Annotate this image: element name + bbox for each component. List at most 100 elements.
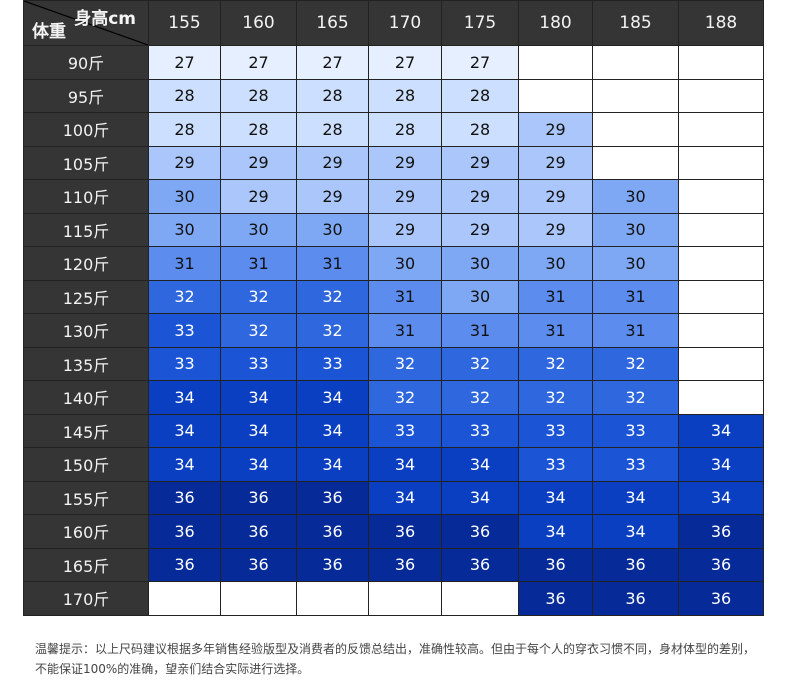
size-cell: 34 [592, 514, 679, 549]
size-cell: 29 [368, 179, 442, 214]
size-cell: 32 [220, 313, 297, 348]
size-cell: 28 [220, 112, 297, 147]
column-header-height: 160 [220, 0, 297, 46]
size-cell: 27 [368, 45, 442, 80]
size-cell: 29 [441, 212, 519, 247]
table-row: 100斤 28 28 28 28 28 29 [23, 112, 764, 147]
size-cell: 36 [296, 547, 369, 582]
row-header-weight: 165斤 [23, 547, 149, 582]
size-cell: 36 [368, 514, 442, 549]
size-cell: 29 [518, 112, 593, 147]
size-cell: 33 [220, 346, 297, 381]
table-row: 110斤 30 29 29 29 29 29 30 [23, 179, 764, 214]
table-row: 145斤 34 34 34 33 33 33 33 34 [23, 413, 764, 448]
size-cell: 32 [296, 279, 369, 314]
empty-cell [678, 246, 764, 281]
size-cell: 29 [220, 145, 297, 180]
size-cell: 34 [592, 480, 679, 515]
column-header-height: 175 [441, 0, 519, 46]
size-cell: 29 [518, 212, 593, 247]
size-cell: 31 [592, 279, 679, 314]
size-cell: 28 [441, 112, 519, 147]
size-cell: 36 [148, 480, 221, 515]
table-row: 160斤 36 36 36 36 36 34 34 36 [23, 514, 764, 549]
row-header-weight: 115斤 [23, 212, 149, 247]
size-cell: 34 [148, 380, 221, 415]
size-cell: 33 [148, 346, 221, 381]
size-cell: 34 [148, 447, 221, 482]
size-cell: 34 [678, 447, 764, 482]
table-row: 170斤 36 36 36 [23, 581, 764, 616]
column-header-height: 170 [368, 0, 442, 46]
weight-axis-label: 体重 [32, 22, 66, 42]
empty-cell [518, 45, 593, 80]
empty-cell [518, 78, 593, 113]
size-cell: 33 [441, 413, 519, 448]
empty-cell [220, 581, 297, 616]
size-cell: 30 [368, 246, 442, 281]
size-cell: 30 [592, 212, 679, 247]
size-cell: 29 [441, 179, 519, 214]
size-cell: 31 [518, 279, 593, 314]
corner-header: 身高cm 体重 [23, 0, 149, 46]
row-header-weight: 120斤 [23, 246, 149, 281]
size-cell: 36 [518, 547, 593, 582]
row-header-weight: 170斤 [23, 581, 149, 616]
table-body: 90斤 27 27 27 27 27 95斤 28 28 28 28 28 100斤 28 28 28 28 28… [23, 45, 764, 616]
empty-cell [678, 78, 764, 113]
size-cell: 28 [148, 78, 221, 113]
size-cell: 31 [518, 313, 593, 348]
size-cell: 32 [441, 380, 519, 415]
empty-cell [592, 112, 679, 147]
size-cell: 29 [296, 179, 369, 214]
size-cell: 31 [441, 313, 519, 348]
table-row: 90斤 27 27 27 27 27 [23, 45, 764, 80]
size-cell: 29 [296, 145, 369, 180]
table-row: 155斤 36 36 36 34 34 34 34 34 [23, 480, 764, 515]
size-cell: 32 [296, 313, 369, 348]
row-header-weight: 110斤 [23, 179, 149, 214]
size-cell: 34 [296, 413, 369, 448]
size-cell: 36 [592, 581, 679, 616]
size-cell: 30 [441, 246, 519, 281]
table-row: 125斤 32 32 32 31 30 31 31 [23, 279, 764, 314]
size-cell: 34 [296, 380, 369, 415]
row-header-weight: 130斤 [23, 313, 149, 348]
size-cell: 34 [678, 413, 764, 448]
size-chart-table: 身高cm 体重 155 160 165 170 175 180 185 188 90斤 27 27… [23, 0, 764, 616]
size-cell: 33 [518, 447, 593, 482]
tip-note: 温馨提示：以上尺码建议根据多年销售经验版型及消费者的反馈总结出，准确性较高。但由… [35, 639, 775, 679]
size-cell: 27 [148, 45, 221, 80]
size-cell: 32 [592, 380, 679, 415]
size-cell: 34 [441, 447, 519, 482]
size-cell: 36 [678, 514, 764, 549]
size-cell: 30 [220, 212, 297, 247]
table-row: 130斤 33 32 32 31 31 31 31 [23, 313, 764, 348]
row-header-weight: 135斤 [23, 346, 149, 381]
size-cell: 32 [368, 380, 442, 415]
size-cell: 30 [296, 212, 369, 247]
height-axis-label: 身高cm [74, 9, 136, 29]
header-row: 身高cm 体重 155 160 165 170 175 180 185 188 [23, 0, 764, 46]
tip-note-line-1: 温馨提示：以上尺码建议根据多年销售经验版型及消费者的反馈总结出，准确性较高。但由… [35, 642, 756, 656]
size-cell: 28 [148, 112, 221, 147]
size-cell: 28 [296, 112, 369, 147]
size-cell: 36 [441, 514, 519, 549]
size-cell: 36 [220, 480, 297, 515]
size-cell: 27 [296, 45, 369, 80]
size-cell: 36 [220, 514, 297, 549]
table-row: 165斤 36 36 36 36 36 36 36 36 [23, 547, 764, 582]
size-cell: 29 [368, 212, 442, 247]
table-row: 105斤 29 29 29 29 29 29 [23, 145, 764, 180]
size-cell: 32 [220, 279, 297, 314]
size-cell: 31 [592, 313, 679, 348]
size-cell: 29 [368, 145, 442, 180]
size-cell: 30 [518, 246, 593, 281]
row-header-weight: 95斤 [23, 78, 149, 113]
table-row: 135斤 33 33 33 32 32 32 32 [23, 346, 764, 381]
size-cell: 33 [296, 346, 369, 381]
size-cell: 28 [368, 78, 442, 113]
size-cell: 29 [518, 179, 593, 214]
empty-cell [296, 581, 369, 616]
size-cell: 31 [220, 246, 297, 281]
